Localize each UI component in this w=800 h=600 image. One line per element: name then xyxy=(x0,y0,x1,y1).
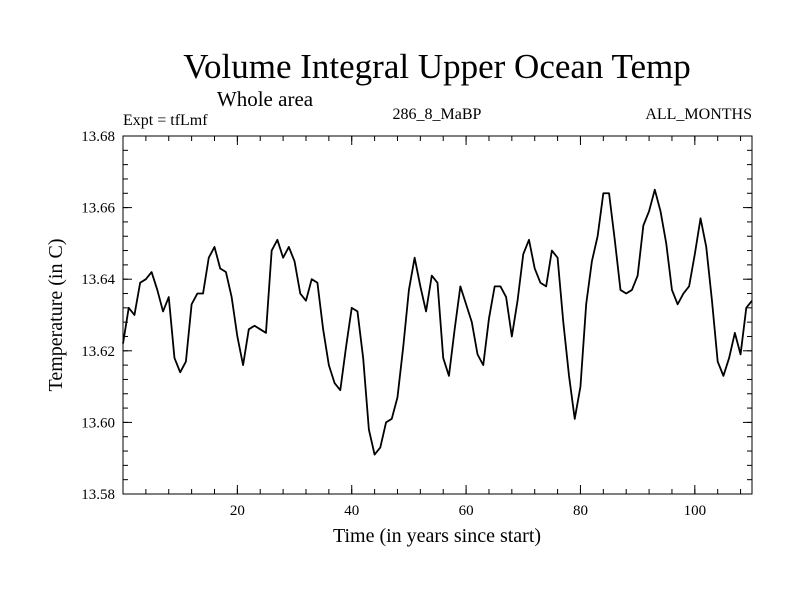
months-label: ALL_MONTHS xyxy=(645,106,752,123)
x-tick-label: 60 xyxy=(459,503,474,519)
y-axis-label: Temperature (in C) xyxy=(45,239,67,392)
y-tick-label: 13.64 xyxy=(81,272,115,288)
series-line xyxy=(122,188,753,456)
experiment-label: Expt = tfLmf xyxy=(123,112,208,129)
x-tick-label: 40 xyxy=(344,503,359,519)
y-tick-label: 13.62 xyxy=(81,344,115,360)
x-tick-label: 100 xyxy=(684,503,707,519)
y-tick-label: 13.66 xyxy=(81,201,115,217)
y-tick-label: 13.58 xyxy=(81,487,115,503)
x-tick-label: 80 xyxy=(573,503,588,519)
plot-frame xyxy=(122,135,753,495)
chart-subtitle: Whole area xyxy=(217,87,314,111)
y-tick-label: 13.60 xyxy=(81,415,115,431)
chart-title: Volume Integral Upper Ocean Temp xyxy=(183,47,690,86)
axis-tick-labels: 20 40 60 80 100 13.58 13.60 13.62 13.64 13.66 13.6… xyxy=(81,129,706,519)
x-tick-label: 20 xyxy=(230,503,245,519)
axis-ticks xyxy=(123,135,752,495)
x-axis-label: Time (in years since start) xyxy=(333,525,541,547)
run-id-label: 286_8_MaBP xyxy=(393,106,482,123)
y-tick-label: 13.68 xyxy=(81,129,115,145)
